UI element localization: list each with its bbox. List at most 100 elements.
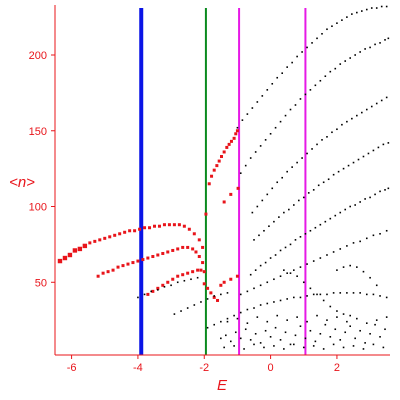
point-1-195 xyxy=(246,308,249,311)
point-1-82 xyxy=(351,117,353,120)
point-1-278 xyxy=(312,345,315,347)
point-1-184 xyxy=(200,301,202,303)
point-1-241 xyxy=(249,339,252,341)
point-1-18 xyxy=(326,28,328,31)
point-0-4 xyxy=(77,246,83,252)
point-0-32 xyxy=(106,270,110,274)
point-1-177 xyxy=(183,279,186,282)
point-1-130 xyxy=(309,229,312,232)
point-1-10 xyxy=(286,66,288,68)
point-1-102 xyxy=(312,189,315,191)
y-tick-label-3: 200 xyxy=(29,50,47,62)
point-1-161 xyxy=(332,251,335,253)
point-1-144 xyxy=(379,190,381,193)
point-1-138 xyxy=(349,205,351,208)
point-1-217 xyxy=(283,269,285,271)
point-0-73 xyxy=(222,150,226,154)
point-1-101 xyxy=(307,192,310,194)
point-1-11 xyxy=(291,61,293,64)
point-1-17 xyxy=(321,32,323,35)
point-0-30 xyxy=(96,274,100,278)
point-1-114 xyxy=(372,149,375,152)
point-1-205 xyxy=(312,293,315,296)
point-1-35 xyxy=(259,145,262,147)
point-0-12 xyxy=(118,232,122,236)
point-1-137 xyxy=(344,208,347,211)
point-1-28 xyxy=(375,7,378,9)
point-1-99 xyxy=(297,199,300,202)
point-1-42 xyxy=(294,104,297,106)
point-0-56 xyxy=(161,283,165,287)
point-1-136 xyxy=(339,211,342,214)
point-1-148 xyxy=(246,290,249,293)
point-1-23 xyxy=(351,13,353,15)
data-points xyxy=(57,5,390,350)
point-1-73 xyxy=(306,152,308,155)
point-1-146 xyxy=(387,187,390,190)
point-1-214 xyxy=(372,293,375,296)
point-1-112 xyxy=(362,155,365,158)
point-1-143 xyxy=(374,193,376,196)
point-1-229 xyxy=(342,266,345,268)
point-0-78 xyxy=(234,132,238,136)
point-0-61 xyxy=(186,271,190,275)
point-0-27 xyxy=(192,232,196,236)
point-1-160 xyxy=(326,254,328,256)
point-1-152 xyxy=(273,278,275,281)
point-1-92 xyxy=(263,229,265,232)
point-0-9 xyxy=(103,236,107,240)
point-1-226 xyxy=(342,313,345,315)
point-1-53 xyxy=(349,57,351,59)
point-1-252 xyxy=(304,337,307,340)
point-1-228 xyxy=(336,269,338,271)
point-1-57 xyxy=(369,46,371,49)
point-1-258 xyxy=(334,328,337,331)
point-1-71 xyxy=(296,161,298,164)
point-1-265 xyxy=(369,332,371,335)
point-0-86 xyxy=(212,295,216,299)
point-1-276 xyxy=(293,343,295,346)
point-1-6 xyxy=(266,89,269,91)
point-0-11 xyxy=(113,233,117,237)
point-0-67 xyxy=(207,182,211,186)
y-tick-label-0: 50 xyxy=(35,277,47,289)
point-1-67 xyxy=(276,181,279,184)
point-1-165 xyxy=(359,240,361,243)
point-1-236 xyxy=(225,334,227,337)
point-1-285 xyxy=(382,346,385,349)
point-1-5 xyxy=(261,95,264,97)
point-1-267 xyxy=(379,336,381,338)
point-1-286 xyxy=(226,320,229,323)
point-1-118 xyxy=(249,273,252,276)
point-1-166 xyxy=(365,237,368,240)
point-1-181 xyxy=(180,310,182,312)
point-1-124 xyxy=(279,249,282,252)
point-0-40 xyxy=(146,256,150,260)
point-1-172 xyxy=(150,290,152,293)
x-ticks: -6 -4 -2 0 2 xyxy=(67,355,340,374)
point-0-38 xyxy=(136,259,140,263)
point-1-159 xyxy=(319,257,322,259)
point-0-10 xyxy=(108,235,112,239)
point-1-280 xyxy=(332,343,335,346)
point-1-251 xyxy=(299,325,302,328)
point-1-58 xyxy=(374,43,376,46)
point-1-24 xyxy=(356,11,358,14)
point-1-89 xyxy=(385,96,388,99)
point-0-65 xyxy=(202,270,206,274)
point-1-0 xyxy=(236,126,239,129)
point-1-113 xyxy=(367,152,370,155)
point-0-33 xyxy=(111,268,115,272)
point-1-243 xyxy=(259,342,262,344)
point-1-72 xyxy=(301,157,303,159)
point-1-150 xyxy=(259,284,262,287)
point-0-19 xyxy=(153,224,157,228)
point-1-202 xyxy=(293,296,295,299)
point-1-182 xyxy=(186,307,189,309)
point-1-27 xyxy=(370,7,373,9)
point-1-153 xyxy=(279,275,282,278)
point-1-15 xyxy=(311,42,313,44)
point-1-255 xyxy=(319,332,322,335)
point-1-299 xyxy=(356,317,358,320)
